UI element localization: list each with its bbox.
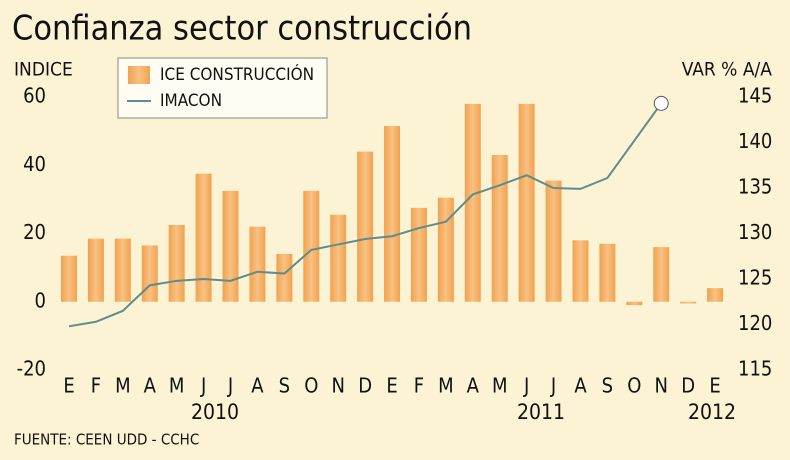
x-tick-label: S (279, 374, 290, 398)
y2-tick-label: 140 (738, 129, 772, 153)
x-tick-label: E (386, 374, 397, 398)
chart-title: Confianza sector construcción (12, 9, 472, 49)
y2-tick-label: 115 (738, 357, 772, 381)
bar (410, 207, 427, 302)
bar (518, 103, 535, 302)
bar (599, 243, 616, 302)
y2-tick-label: 125 (738, 266, 772, 290)
source: FUENTE: CEEN UDD - CCHC (14, 431, 199, 449)
bar (626, 301, 643, 306)
bar (61, 255, 77, 302)
x-tick-label: M (169, 374, 185, 398)
x-tick-label: J (227, 374, 233, 398)
bar (87, 238, 104, 302)
y-tick-label: 60 (23, 84, 46, 108)
x-tick-label: J (550, 374, 556, 398)
x-tick-label: M (115, 374, 131, 398)
legend-box (117, 57, 328, 119)
y-tick-label: -20 (17, 357, 46, 381)
legend-swatch (128, 66, 150, 84)
x-tick-label: N (655, 374, 668, 398)
x-tick-label: J (523, 374, 529, 398)
bar (707, 288, 724, 302)
bar (330, 214, 347, 302)
y-axis-label: INDICE (14, 59, 73, 81)
x-tick-label: F (414, 374, 424, 398)
x-tick-label: E (63, 374, 74, 398)
x-tick-label: J (200, 374, 206, 398)
x-tick-label: A (467, 374, 480, 398)
x-tick-label: O (304, 374, 318, 398)
bar (545, 180, 562, 302)
year-label: 2010 (191, 400, 239, 424)
y-tick-label: 0 (35, 288, 46, 312)
y-tick-label: 40 (23, 152, 46, 176)
x-tick-label: D (681, 374, 695, 398)
x-tick-label: N (331, 374, 344, 398)
x-tick-label: S (602, 374, 613, 398)
bar (168, 224, 185, 302)
x-tick-label: E (709, 374, 720, 398)
bar (680, 301, 697, 304)
end-marker (653, 95, 669, 111)
x-tick-label: D (358, 374, 372, 398)
y2-tick-label: 130 (738, 220, 772, 244)
legend-label: ICE CONSTRUCCIÓN (160, 63, 314, 85)
bar (491, 155, 508, 302)
x-tick-label: A (574, 374, 587, 398)
x-tick-label: A (251, 374, 264, 398)
bar (195, 173, 212, 302)
bar (249, 226, 266, 302)
x-tick-label: O (627, 374, 641, 398)
bar (222, 190, 239, 302)
y2-tick-label: 120 (738, 311, 772, 335)
line (68, 102, 663, 328)
bar (357, 151, 374, 302)
bar (464, 103, 481, 302)
bar (114, 238, 131, 302)
legend-label: IMACON (160, 91, 222, 111)
year-label: 2011 (517, 400, 565, 424)
year-label: 2012 (688, 400, 736, 424)
bar (384, 126, 401, 302)
x-tick-label: F (91, 374, 101, 398)
y2-tick-label: 145 (738, 84, 772, 108)
bar (276, 253, 293, 302)
y2-tick-label: 135 (738, 175, 772, 199)
y-tick-label: 20 (23, 220, 46, 244)
y2-axis-label: VAR % A/A (682, 59, 773, 81)
x-tick-label: M (492, 374, 508, 398)
bar (141, 245, 158, 302)
bar (437, 197, 454, 302)
bar (303, 190, 320, 302)
bar (653, 247, 670, 302)
x-tick-label: A (144, 374, 157, 398)
bar (572, 240, 589, 302)
x-tick-label: M (438, 374, 454, 398)
